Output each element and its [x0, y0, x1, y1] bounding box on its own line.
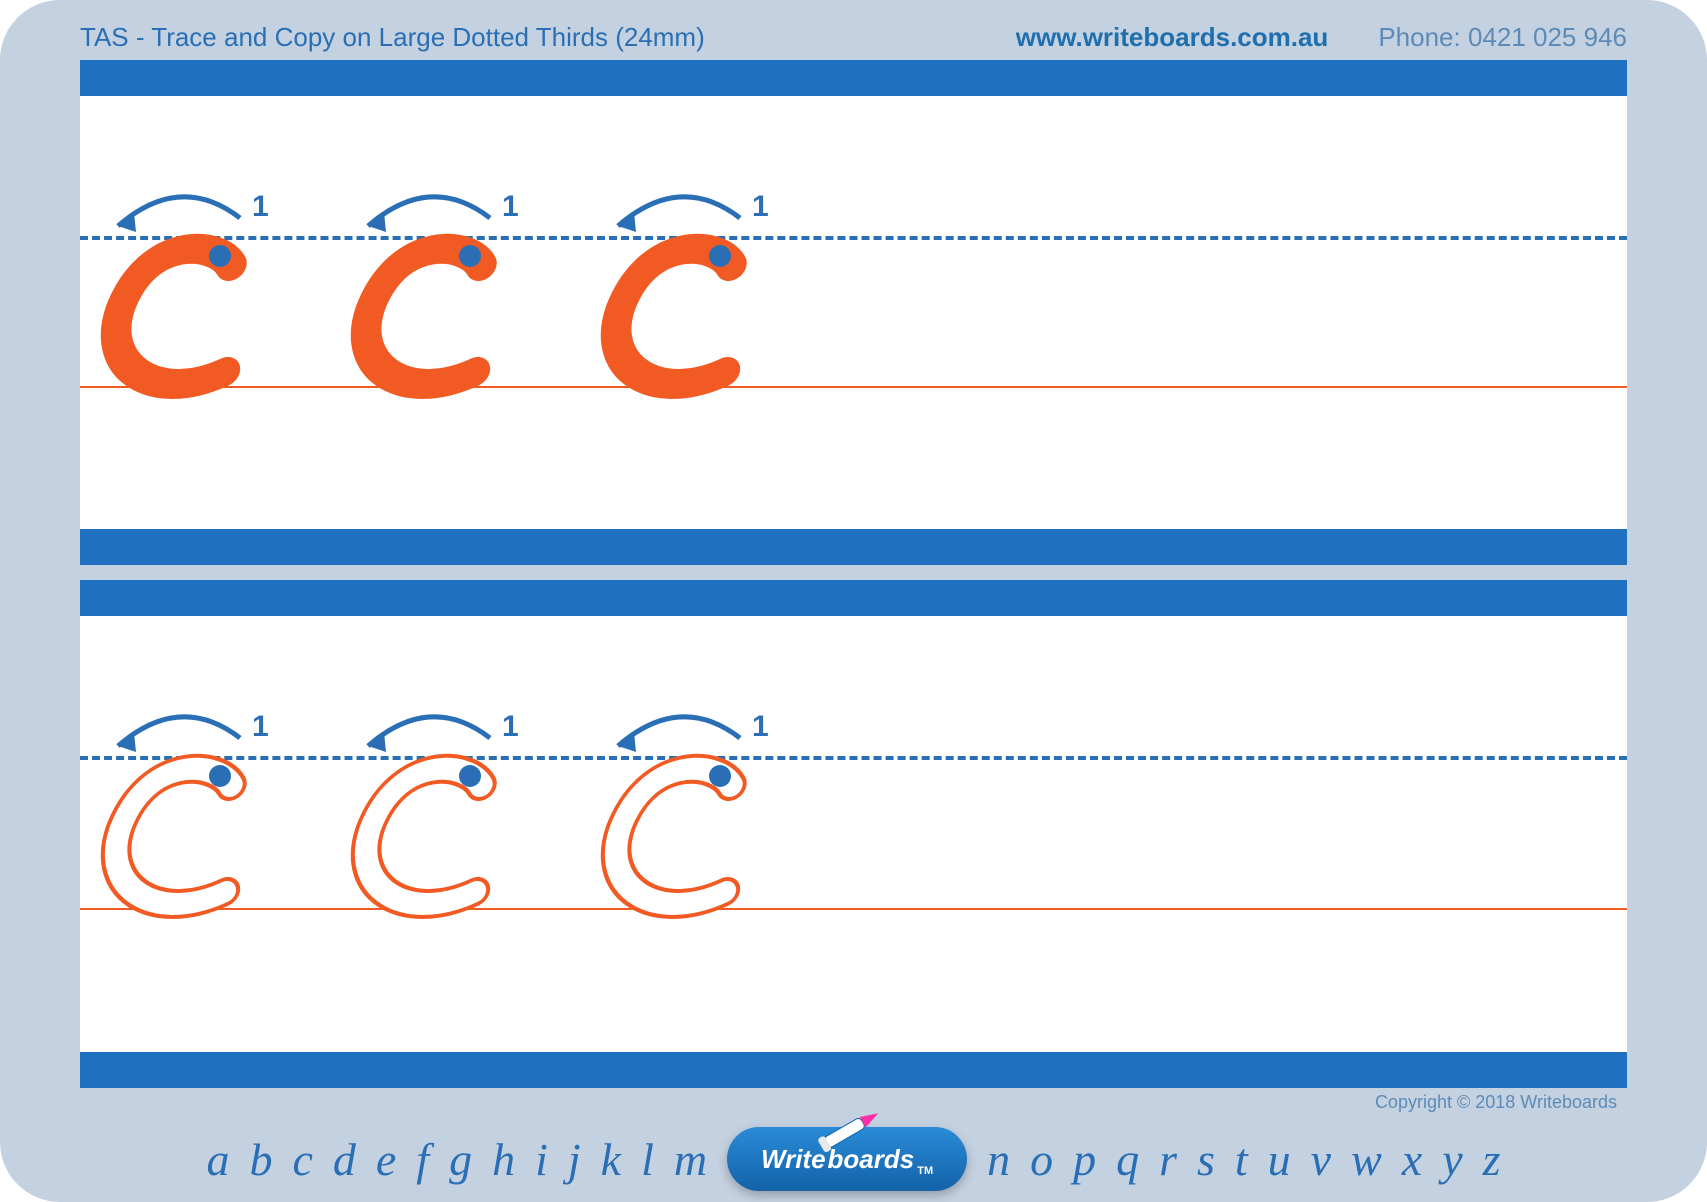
- alphabet-letter: g: [449, 1133, 472, 1186]
- header-right: www.writeboards.com.au Phone: 0421 025 9…: [1016, 22, 1627, 53]
- worksheet-sheet: TAS - Trace and Copy on Large Dotted Thi…: [0, 0, 1707, 1202]
- alphabet-letter: c: [292, 1133, 312, 1186]
- trace-letter-c: 1: [80, 188, 300, 418]
- trace-letter-c: 1: [80, 708, 300, 938]
- alphabet-letter: p: [1073, 1133, 1096, 1186]
- alphabet-letter: j: [568, 1133, 581, 1186]
- alphabet-letter: l: [641, 1133, 654, 1186]
- trace-letter-c: 1: [580, 188, 800, 418]
- writing-panel: 1 1 1: [80, 580, 1627, 1088]
- alphabet-letter: y: [1442, 1133, 1462, 1186]
- website-url: www.writeboards.com.au: [1016, 22, 1329, 53]
- logo-tm: TM: [917, 1165, 933, 1191]
- alphabet-letter: r: [1159, 1133, 1177, 1186]
- svg-text:1: 1: [252, 190, 269, 223]
- alphabet-letter: z: [1483, 1133, 1501, 1186]
- alphabet-letter: f: [416, 1133, 429, 1186]
- alphabet-letter: v: [1311, 1133, 1331, 1186]
- svg-text:1: 1: [752, 710, 769, 743]
- writing-panel: 1 1 1: [80, 60, 1627, 565]
- trace-letter-c: 1: [330, 188, 550, 418]
- alphabet-letter: i: [535, 1133, 548, 1186]
- logo-write-text: Write: [761, 1144, 826, 1175]
- trace-letter-c: 1: [580, 708, 800, 938]
- writing-panel-top: 1 1 1: [80, 60, 1627, 565]
- copy-letters-row: 1 1 1: [80, 708, 800, 938]
- alphabet-letter: t: [1235, 1133, 1248, 1186]
- trace-letter-c: 1: [330, 708, 550, 938]
- alphabet-letter: m: [674, 1133, 707, 1186]
- alphabet-letter: s: [1197, 1133, 1215, 1186]
- alphabet-letter: x: [1402, 1133, 1422, 1186]
- alphabet-right: nopqrstuvwxyz: [987, 1133, 1500, 1186]
- alphabet-letter: w: [1351, 1133, 1382, 1186]
- alphabet-letter: o: [1030, 1133, 1053, 1186]
- alphabet-letter: u: [1268, 1133, 1291, 1186]
- svg-text:1: 1: [752, 190, 769, 223]
- alphabet-letter: b: [249, 1133, 272, 1186]
- alphabet-letter: k: [601, 1133, 621, 1186]
- alphabet-letter: h: [492, 1133, 515, 1186]
- header-bar: TAS - Trace and Copy on Large Dotted Thi…: [80, 22, 1627, 53]
- worksheet-title: TAS - Trace and Copy on Large Dotted Thi…: [80, 22, 705, 53]
- phone-number: Phone: 0421 025 946: [1378, 22, 1627, 53]
- svg-text:1: 1: [502, 710, 519, 743]
- copyright-text: Copyright © 2018 Writeboards: [1375, 1092, 1617, 1113]
- svg-text:1: 1: [252, 710, 269, 743]
- alphabet-letter: e: [376, 1133, 396, 1186]
- alphabet-letter: q: [1116, 1133, 1139, 1186]
- alphabet-letter: d: [333, 1133, 356, 1186]
- svg-text:1: 1: [502, 190, 519, 223]
- trace-letters-row: 1 1 1: [80, 188, 800, 418]
- alphabet-left: abcdefghijklm: [206, 1133, 707, 1186]
- writing-panel-bottom: 1 1 1: [80, 580, 1627, 1088]
- alphabet-letter: a: [206, 1133, 229, 1186]
- writeboards-logo: Writeboards TM: [727, 1127, 967, 1191]
- alphabet-letter: n: [987, 1133, 1010, 1186]
- alphabet-row: abcdefghijklm Writeboards TM nopqrstuvwx…: [0, 1124, 1707, 1194]
